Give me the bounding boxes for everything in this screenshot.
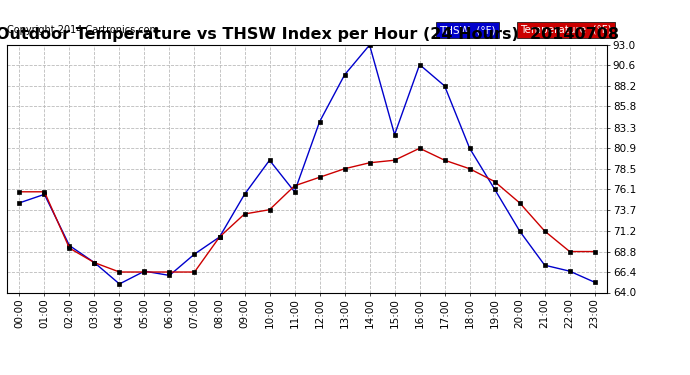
Text: Temperature  (°F): Temperature (°F) xyxy=(520,25,612,35)
Text: Copyright 2014 Cartronics.com: Copyright 2014 Cartronics.com xyxy=(7,25,159,35)
Title: Outdoor Temperature vs THSW Index per Hour (24 Hours)  20140708: Outdoor Temperature vs THSW Index per Ho… xyxy=(0,27,618,42)
Text: THSW  (°F): THSW (°F) xyxy=(439,25,495,35)
